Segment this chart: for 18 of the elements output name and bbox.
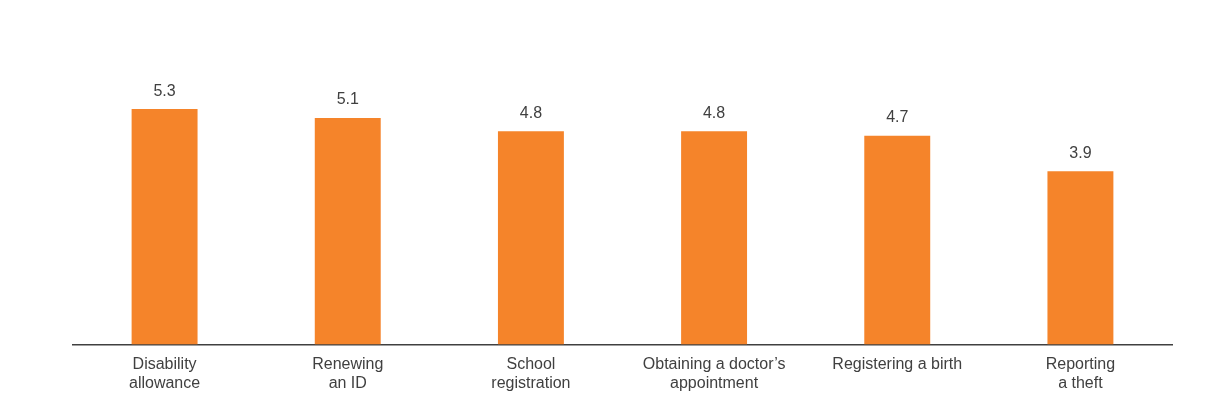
data-label: 5.1 [336, 90, 359, 108]
bar [314, 117, 381, 345]
data-label: 4.8 [519, 103, 543, 121]
x-tick-label: Registering a birth [832, 354, 963, 372]
data-label: 4.7 [886, 108, 909, 126]
bar [1047, 171, 1114, 345]
bar [681, 131, 748, 345]
x-tick-label: Disability allowance [129, 354, 201, 391]
data-label: 4.8 [702, 103, 726, 121]
x-tick-label: School registration [491, 354, 571, 391]
data-label: 3.9 [1069, 143, 1092, 161]
x-tick-label: Obtaining a doctor’s appointment [642, 354, 786, 391]
data-label: 5.3 [153, 81, 176, 99]
x-tick-label: Reporting a theft [1045, 354, 1116, 391]
bar [864, 135, 931, 345]
bar [497, 131, 564, 345]
bar [131, 109, 198, 345]
x-tick-label: Renewing an ID [312, 354, 384, 391]
